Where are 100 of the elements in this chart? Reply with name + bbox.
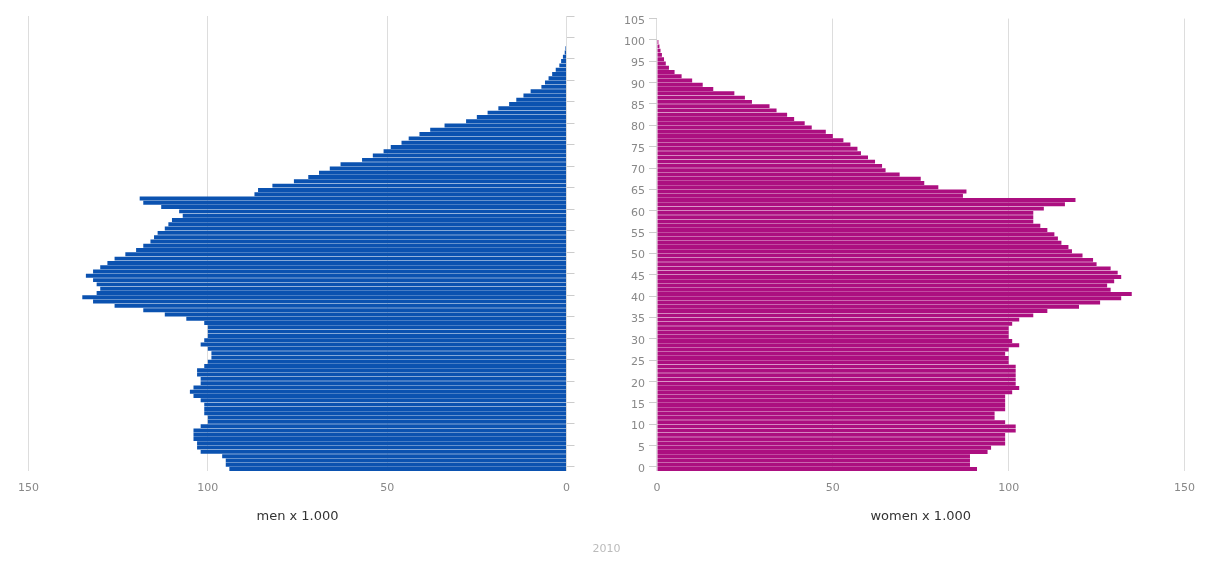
- bar: [657, 373, 1016, 378]
- bar: [657, 270, 1118, 275]
- y-tick-label: 50: [631, 248, 645, 262]
- bar: [211, 351, 566, 356]
- bar: [225, 462, 566, 467]
- bar: [657, 356, 1009, 361]
- bar: [657, 381, 1016, 386]
- bar: [207, 333, 566, 338]
- bar: [85, 273, 566, 278]
- bar: [657, 428, 1016, 433]
- bar: [207, 329, 566, 334]
- bar: [225, 458, 566, 463]
- x-tick-label: 150: [1174, 480, 1195, 494]
- bar: [157, 230, 566, 235]
- bar: [559, 63, 566, 68]
- x-tick-label: 0: [653, 480, 661, 494]
- y-tick-label: 40: [631, 291, 645, 305]
- bar: [207, 359, 566, 364]
- bar: [197, 368, 566, 373]
- bar: [657, 292, 1132, 296]
- bar: [657, 351, 1006, 356]
- bar: [189, 389, 566, 394]
- bar: [544, 80, 566, 85]
- bar: [197, 372, 566, 377]
- y-tick-label: 30: [631, 333, 645, 347]
- bar: [657, 52, 662, 57]
- y-tick-label: 45: [631, 269, 645, 283]
- bar: [200, 449, 566, 454]
- bar: [171, 218, 566, 222]
- bar: [657, 364, 1016, 369]
- bar: [657, 326, 1009, 331]
- bar: [204, 338, 566, 343]
- bar: [657, 424, 1016, 429]
- bar: [193, 432, 566, 437]
- y-tick-label: 100: [624, 34, 645, 48]
- bar: [143, 200, 566, 205]
- y-tick-label: 60: [631, 205, 645, 219]
- bar: [657, 343, 1020, 348]
- y-tick-label: 5: [638, 440, 645, 454]
- x-axis-title: women x 1.000: [870, 507, 972, 523]
- bar: [657, 61, 666, 66]
- bar: [200, 376, 566, 381]
- bar: [193, 385, 566, 390]
- bar: [100, 286, 566, 291]
- y-tick-label: 20: [631, 376, 645, 390]
- y-tick-label: 95: [631, 56, 645, 70]
- bar: [197, 445, 566, 450]
- bar: [193, 437, 566, 441]
- bar: [154, 235, 566, 240]
- bar: [548, 76, 566, 81]
- bar: [207, 325, 566, 330]
- bar: [193, 394, 566, 399]
- bar: [657, 407, 1006, 412]
- bar: [193, 428, 566, 433]
- bar: [657, 146, 858, 151]
- bar: [657, 245, 1069, 249]
- x-tick-label: 50: [825, 480, 840, 494]
- y-tick-label: 65: [631, 184, 645, 198]
- bar: [229, 467, 566, 472]
- x-axis-title: men x 1.000: [256, 507, 339, 523]
- bar: [657, 215, 1034, 220]
- y-tick-label: 75: [631, 141, 645, 155]
- bar: [657, 176, 921, 181]
- bar: [552, 72, 566, 76]
- bar: [657, 330, 1009, 335]
- bar: [197, 441, 566, 446]
- y-tick-label: 35: [631, 312, 645, 326]
- bar: [657, 437, 1006, 442]
- bar: [258, 187, 566, 192]
- bar: [555, 67, 566, 72]
- y-tick-label: 80: [631, 120, 645, 134]
- y-tick-label: 15: [631, 397, 645, 411]
- y-tick-label: 0: [638, 461, 645, 475]
- x-tick-label: 100: [998, 480, 1020, 494]
- bar: [657, 441, 1006, 446]
- y-tick-label: 85: [631, 98, 645, 112]
- bar: [657, 48, 661, 53]
- bar: [657, 377, 1016, 382]
- bar: [657, 368, 1016, 373]
- x-tick-label: 150: [18, 480, 39, 494]
- bar: [168, 222, 566, 227]
- x-tick-label: 0: [563, 480, 570, 494]
- bar: [657, 403, 1006, 407]
- bar: [657, 163, 883, 168]
- bar: [657, 257, 1094, 262]
- text: 2010: [591, 542, 622, 555]
- bar: [657, 450, 988, 454]
- y-tick-label: 105: [624, 13, 645, 27]
- bar: [657, 385, 1020, 390]
- y-tick-label: 25: [631, 355, 645, 369]
- bar: [657, 198, 1076, 203]
- bar: [657, 398, 1006, 403]
- bar: [204, 406, 566, 411]
- bar: [562, 54, 566, 59]
- x-tick-label: 50: [380, 480, 395, 494]
- bar: [96, 282, 566, 287]
- y-tick-label: 70: [631, 163, 645, 177]
- bar: [657, 334, 1009, 339]
- bar: [657, 57, 665, 62]
- bar: [204, 402, 566, 407]
